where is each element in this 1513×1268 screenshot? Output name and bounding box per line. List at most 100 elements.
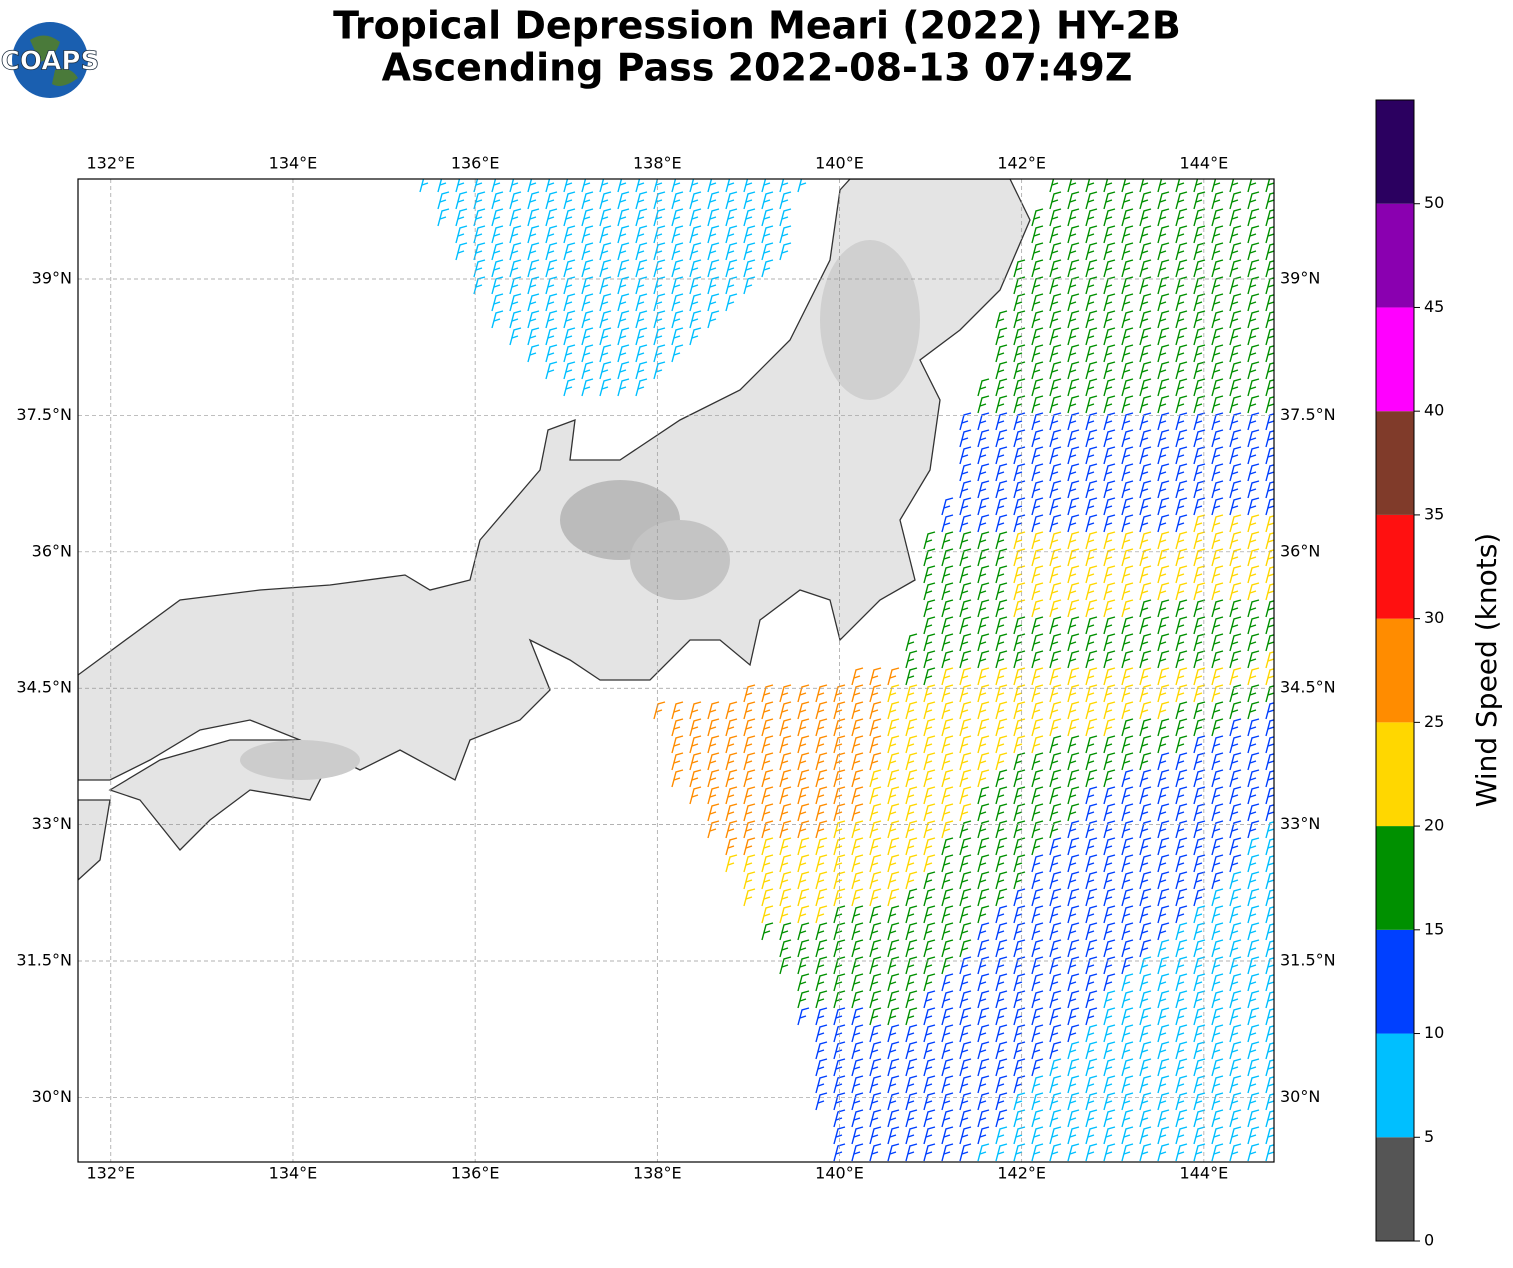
colorbar-frame	[1375, 99, 1415, 1242]
wind-barb	[1229, 1143, 1242, 1162]
wind-barb	[1067, 1024, 1080, 1043]
wind-barb	[1049, 684, 1062, 703]
wind-barb	[1247, 735, 1260, 754]
wind-barb	[1139, 463, 1152, 482]
wind-barb	[1121, 922, 1134, 941]
wind-barb	[1157, 973, 1170, 992]
wind-barb	[581, 378, 594, 397]
wind-barb	[689, 786, 702, 805]
wind-barb	[1265, 464, 1274, 482]
wind-barb	[707, 276, 720, 295]
wind-barb	[1157, 888, 1170, 907]
wind-barb	[995, 1126, 1008, 1145]
wind-barb	[1175, 446, 1188, 465]
wind-barb	[869, 1075, 882, 1094]
wind-barb	[959, 718, 972, 737]
wind-barb	[1139, 276, 1152, 295]
wind-barb	[1229, 225, 1242, 244]
wind-barb	[995, 480, 1008, 499]
wind-barb	[473, 259, 486, 278]
wind-barb	[995, 820, 1008, 839]
wind-barb	[941, 854, 954, 873]
wind-barb	[833, 786, 846, 805]
wind-barb	[1049, 888, 1062, 907]
wind-barb	[815, 735, 828, 754]
wind-barb	[833, 1092, 846, 1111]
wind-barb	[599, 208, 612, 227]
wind-barb	[653, 701, 666, 720]
wind-barb	[563, 259, 576, 278]
wind-barb	[1211, 650, 1224, 669]
wind-barb	[527, 225, 540, 244]
wind-barb	[635, 191, 648, 210]
wind-barb	[1157, 378, 1170, 397]
wind-barb	[1139, 259, 1152, 278]
wind-barb	[851, 1075, 864, 1094]
wind-barb	[1085, 735, 1098, 754]
wind-barb	[1193, 803, 1206, 822]
wind-barb	[1211, 599, 1224, 618]
wind-barb	[995, 956, 1008, 975]
wind-barb	[1193, 565, 1206, 584]
wind-barb	[923, 701, 936, 720]
wind-barb	[1265, 481, 1274, 499]
y-tick-label: 36°N	[1280, 541, 1320, 560]
wind-barb	[779, 786, 792, 805]
wind-barb	[1211, 1024, 1224, 1043]
wind-barb	[725, 718, 738, 737]
wind-barb	[1211, 752, 1224, 771]
wind-barb	[1031, 378, 1044, 397]
wind-barb	[1247, 820, 1260, 839]
wind-barb	[1049, 344, 1062, 363]
land	[78, 179, 1031, 781]
wind-barb	[905, 1109, 918, 1128]
terrain	[240, 740, 360, 780]
wind-barb	[1193, 956, 1206, 975]
wind-barb	[1049, 242, 1062, 261]
wind-barb	[1085, 939, 1098, 958]
wind-barb	[599, 310, 612, 329]
wind-barb	[941, 735, 954, 754]
wind-barb	[1103, 684, 1116, 703]
wind-barb	[1265, 294, 1274, 312]
wind-barb	[1049, 480, 1062, 499]
wind-barb	[1193, 344, 1206, 363]
wind-barb	[815, 871, 828, 890]
wind-barb	[905, 990, 918, 1009]
wind-barb	[581, 310, 594, 329]
wind-barb	[959, 735, 972, 754]
wind-barb	[1229, 599, 1242, 618]
wind-barb	[1247, 633, 1260, 652]
wind-barb	[1031, 395, 1044, 414]
wind-barb	[1121, 769, 1134, 788]
wind-barb	[1175, 1092, 1188, 1111]
wind-barb	[761, 905, 774, 924]
x-tick-label: 138°E	[633, 1164, 682, 1183]
wind-barb	[1265, 889, 1274, 907]
wind-barb	[869, 990, 882, 1009]
wind-barb	[725, 293, 738, 312]
wind-barb	[815, 939, 828, 958]
wind-barb	[869, 735, 882, 754]
wind-barb	[725, 701, 738, 720]
wind-barb	[851, 990, 864, 1009]
wind-barb	[833, 701, 846, 720]
wind-barb	[1013, 1058, 1026, 1077]
wind-barb	[1067, 735, 1080, 754]
wind-barb	[1211, 293, 1224, 312]
wind-barb	[653, 179, 663, 193]
wind-barb	[959, 922, 972, 941]
wind-barb	[869, 718, 882, 737]
wind-barb	[779, 191, 792, 210]
x-tick-label: 136°E	[451, 1164, 500, 1183]
wind-barb	[1229, 667, 1242, 686]
wind-barb	[581, 242, 594, 261]
wind-barb	[1085, 616, 1098, 635]
wind-barb	[1121, 361, 1134, 380]
wind-barb	[1049, 701, 1062, 720]
wind-barb	[959, 548, 972, 567]
wind-barb	[1175, 497, 1188, 516]
wind-barb	[995, 378, 1008, 397]
wind-barb	[743, 225, 756, 244]
wind-barb	[1265, 260, 1274, 278]
